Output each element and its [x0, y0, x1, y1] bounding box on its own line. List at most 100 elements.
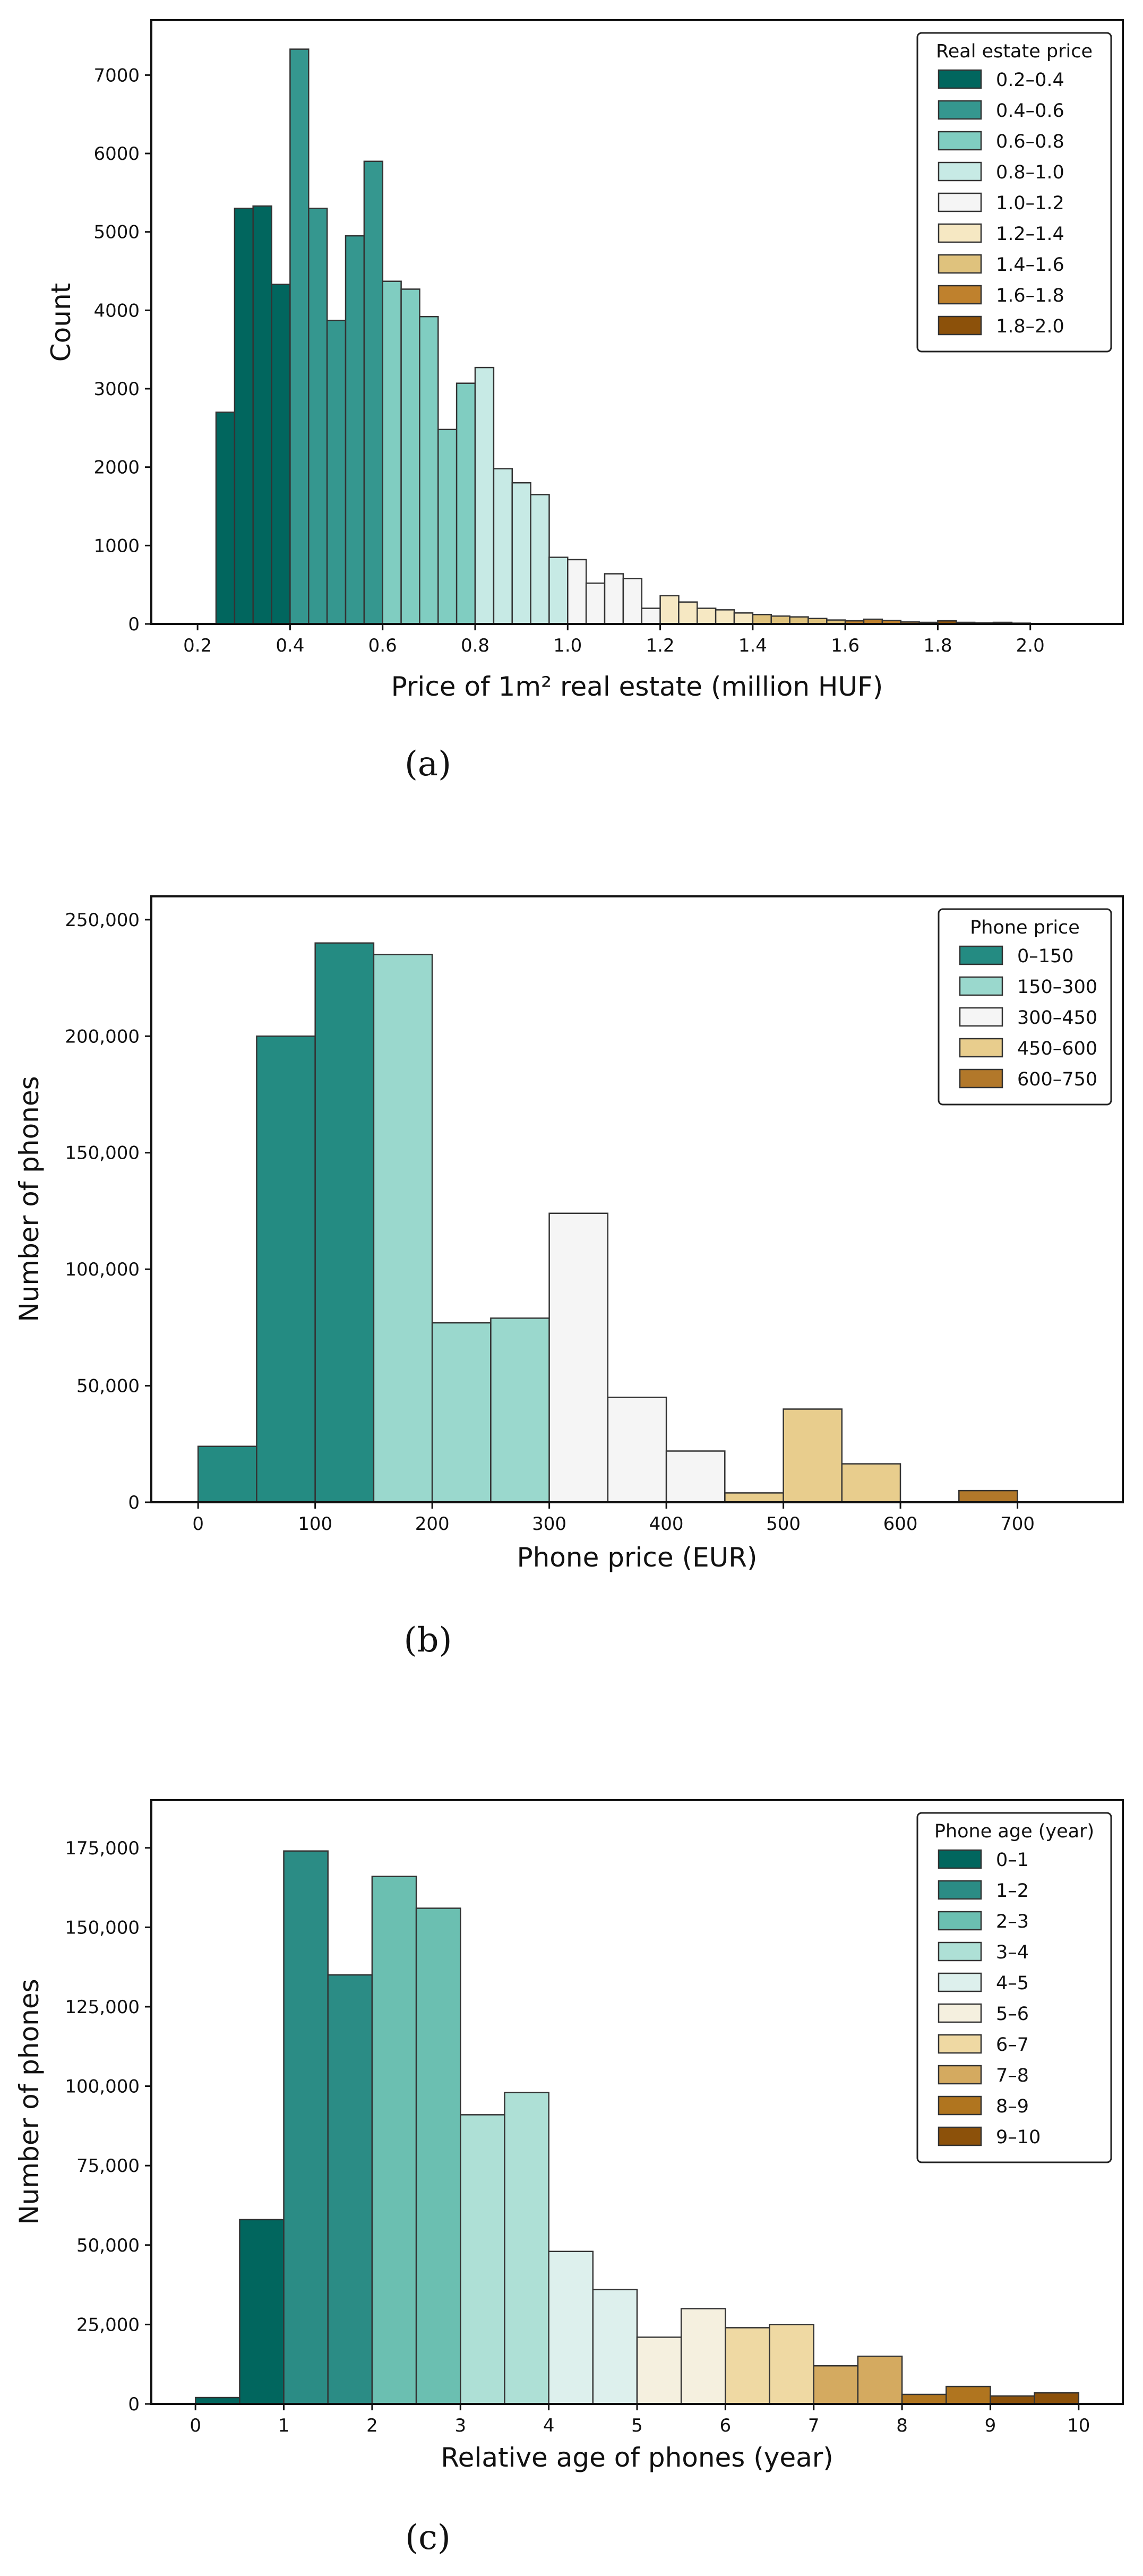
- histogram-bar: [548, 2250, 594, 2405]
- legend-label: 1–2: [996, 1880, 1029, 1902]
- x-tick-label: 6: [720, 2415, 732, 2436]
- x-tick-label: 600: [883, 1513, 918, 1535]
- x-tick-label: 1.2: [646, 635, 675, 656]
- legend-label: 0.4–0.6: [996, 100, 1064, 122]
- legend-swatch: [938, 131, 982, 151]
- y-tick-label: 175,000: [65, 1838, 140, 1859]
- histogram-bar: [857, 2355, 903, 2405]
- legend-swatch: [959, 1068, 1003, 1089]
- y-tick-label: 75,000: [76, 2155, 140, 2177]
- histogram-bar: [271, 284, 291, 625]
- legend-title: Phone price: [970, 917, 1080, 938]
- x-tick-label: 7: [808, 2415, 820, 2436]
- x-axis-label: Phone price (EUR): [517, 1542, 757, 1573]
- x-tick-label: 4: [543, 2415, 555, 2436]
- histogram-bar: [604, 573, 624, 625]
- panel-caption: (b): [404, 1621, 452, 1660]
- y-tick-label: 100,000: [65, 1259, 140, 1280]
- legend-label: 5–6: [996, 2004, 1029, 2025]
- legend-label: 4–5: [996, 1973, 1029, 1994]
- x-tick-label: 1.4: [738, 635, 767, 656]
- y-tick-label: 150,000: [65, 1143, 140, 1164]
- histogram-bar: [697, 607, 717, 625]
- x-tick-label: 700: [1000, 1513, 1035, 1535]
- x-tick-label: 0.2: [183, 635, 212, 656]
- histogram-bar: [460, 2114, 505, 2405]
- legend-label: 150–300: [1017, 977, 1097, 998]
- histogram-bar: [636, 2337, 682, 2405]
- histogram-bar: [665, 1450, 726, 1503]
- x-tick-label: 300: [532, 1513, 566, 1535]
- histogram-bar: [901, 2393, 947, 2405]
- x-tick-label: 2: [366, 2415, 378, 2436]
- histogram-bar: [769, 2324, 814, 2405]
- histogram-bar: [215, 412, 236, 625]
- panel-caption: (a): [405, 744, 451, 784]
- legend-swatch: [959, 1007, 1003, 1027]
- legend-swatch: [938, 100, 982, 120]
- x-tick-label: 1: [278, 2415, 290, 2436]
- x-tick-label: 0: [190, 2415, 201, 2436]
- legend-swatch: [959, 1038, 1003, 1058]
- x-tick-label: 0.6: [368, 635, 397, 656]
- y-tick-label: 4000: [93, 300, 140, 321]
- legend-swatch: [959, 945, 1003, 965]
- legend-label: 8–9: [996, 2096, 1029, 2117]
- x-axis-label: Price of 1m² real estate (million HUF): [391, 671, 883, 702]
- x-tick-label: 100: [298, 1513, 332, 1535]
- y-tick-label: 150,000: [65, 1917, 140, 1938]
- y-tick-label: 3000: [93, 379, 140, 400]
- x-tick-label: 400: [649, 1513, 684, 1535]
- y-axis-label: Count: [46, 283, 76, 362]
- histogram-bar: [511, 482, 531, 625]
- x-tick-label: 0: [192, 1513, 204, 1535]
- legend-swatch: [938, 315, 982, 336]
- plot-frame: [150, 19, 1124, 625]
- legend-label: 450–600: [1017, 1038, 1097, 1059]
- histogram-bar: [946, 2385, 991, 2405]
- histogram-bar: [474, 366, 495, 625]
- legend-title: Real estate price: [936, 41, 1093, 62]
- legend-label: 6–7: [996, 2034, 1029, 2056]
- histogram-bar: [419, 315, 439, 625]
- histogram-bar: [234, 208, 254, 625]
- legend-swatch: [938, 1972, 982, 1992]
- x-tick-label: 0.8: [461, 635, 489, 656]
- histogram-bar: [373, 954, 433, 1503]
- histogram-bar: [431, 1322, 492, 1503]
- legend-swatch: [938, 1880, 982, 1900]
- legend-label: 9–10: [996, 2127, 1041, 2148]
- histogram-bar: [415, 1907, 461, 2405]
- x-tick-label: 500: [766, 1513, 801, 1535]
- chart-panel-a: 0 1000 2000 3000 4000 5000 6000 7000 0.2 0.4 0.6 0…: [46, 19, 1124, 784]
- legend-label: 7–8: [996, 2065, 1029, 2086]
- histogram-bar: [456, 382, 476, 625]
- x-tick-label: 9: [985, 2415, 996, 2436]
- legend-swatch: [938, 1849, 982, 1869]
- histogram-bar: [752, 614, 772, 625]
- histogram-bar: [770, 615, 790, 625]
- histogram-bar: [592, 2289, 638, 2405]
- y-tick-label: 50,000: [76, 1376, 140, 1397]
- histogram-bar: [252, 205, 272, 625]
- legend: Real estate price 0.2–0.4 0.4–0.6 0.6–0.8 0.…: [916, 32, 1112, 353]
- histogram-bar: [371, 1876, 417, 2405]
- histogram-bar: [680, 2308, 726, 2405]
- legend-label: 1.8–2.0: [996, 316, 1064, 337]
- y-axis-label: Number of phones: [14, 1979, 45, 2224]
- histogram-bar: [733, 612, 754, 625]
- y-tick-label: 7000: [93, 65, 140, 86]
- legend-label: 600–750: [1017, 1069, 1097, 1090]
- legend-label: 1.4–1.6: [996, 254, 1064, 276]
- histogram-bar: [607, 1397, 667, 1503]
- legend-label: 1.0–1.2: [996, 193, 1064, 214]
- histogram-bar: [841, 1463, 901, 1503]
- y-tick-label: 200,000: [65, 1026, 140, 1047]
- legend-label: 0.2–0.4: [996, 70, 1064, 91]
- x-tick-label: 200: [415, 1513, 450, 1535]
- y-tick-label: 5000: [93, 222, 140, 243]
- histogram-bar: [548, 557, 569, 625]
- histogram-bar: [345, 235, 365, 625]
- histogram-bar: [659, 595, 680, 625]
